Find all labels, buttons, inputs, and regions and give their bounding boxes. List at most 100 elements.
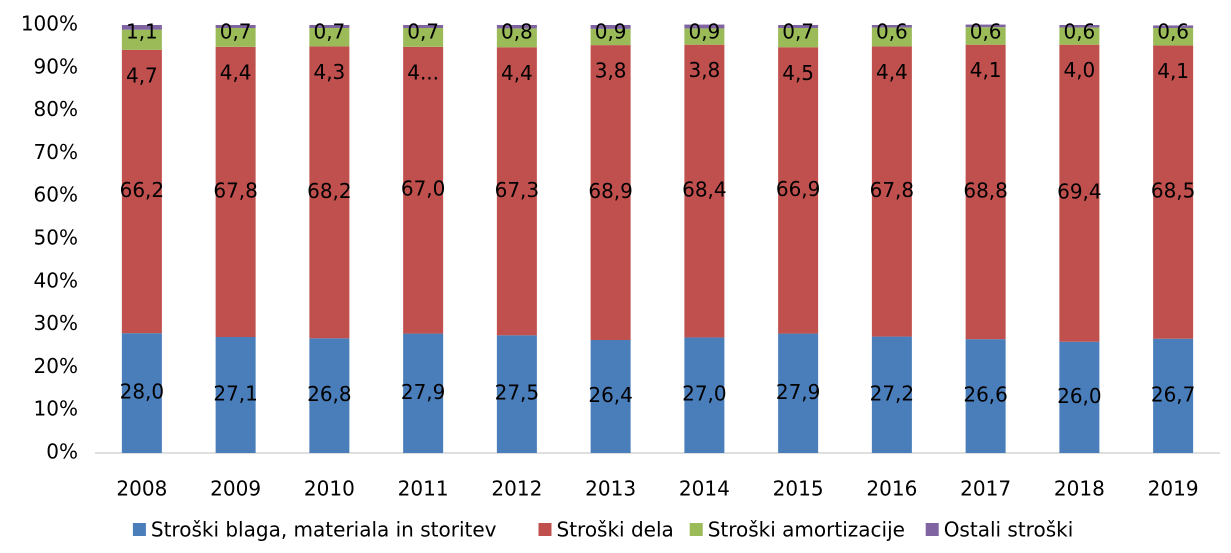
bar-segment [403,25,444,28]
bar-segment [965,44,1006,340]
bar-segment [1059,341,1100,453]
bar-segment [1153,338,1194,453]
y-tick-label: 20% [34,354,78,378]
data-label: 4,4 [501,61,533,85]
bar-segment [496,335,537,453]
x-tick-label: 2008 [116,477,167,501]
y-tick-label: 10% [34,397,78,421]
bar-segment [121,25,162,30]
x-tick-label: 2015 [773,477,824,501]
bar-segment [871,336,912,453]
y-tick-label: 60% [34,183,78,207]
y-tick-label: 80% [34,97,78,121]
y-tick-label: 0% [46,440,78,464]
bar-segment [1153,27,1194,46]
data-label: 67,3 [495,178,540,202]
data-label: 4,1 [1157,59,1189,83]
y-tick-label: 30% [34,311,78,335]
bar-segment [1153,45,1194,339]
bar-segment [121,29,162,50]
data-label: 4,4 [876,60,908,84]
data-label: 4,5 [782,61,814,85]
data-label: 68,8 [963,178,1008,202]
data-label: 4,0 [1063,58,1095,82]
bar-segment [496,28,537,48]
bar-segment [496,25,537,29]
x-tick-label: 2010 [304,477,355,501]
data-label: 27,9 [776,380,821,404]
data-label: 0,6 [1063,20,1095,44]
y-tick-label: 50% [34,226,78,250]
legend-swatch [689,523,703,536]
x-tick-label: 2011 [398,477,449,501]
data-label: 0,9 [595,20,627,44]
bar-segment [684,44,725,338]
bar-segment [403,333,444,453]
bar-segment [965,27,1006,45]
legend-label: Stroški blaga, materiala in storitev [151,518,497,542]
data-label: 27,2 [870,381,915,405]
bar-segment [871,46,912,337]
data-label: 0,7 [313,20,345,44]
bar-segment [1059,44,1100,342]
bar-segment [309,27,350,47]
data-label: 26,4 [588,383,633,407]
bar-segment [309,46,350,339]
legend-swatch [538,523,552,536]
bar-segment [215,46,256,338]
data-label: 0,6 [1157,20,1189,44]
x-tick-label: 2016 [866,477,917,501]
data-label: 68,5 [1151,179,1196,203]
bar-segment [121,333,162,453]
bar-segment [778,47,819,334]
y-tick-label: 70% [34,140,78,164]
bar-segment [778,27,819,48]
data-label: 28,0 [120,380,165,404]
bar-segment [403,46,444,334]
data-label: 3,8 [595,59,627,83]
bar-segment [965,339,1006,453]
bar-segment [684,28,725,45]
bar-segment [215,27,256,47]
legend-label: Stroški dela [557,518,674,542]
data-label: 27,5 [495,381,540,405]
bar-segment [684,24,725,29]
bar-segment [684,337,725,453]
x-tick-label: 2013 [585,477,636,501]
data-label: 26,7 [1151,382,1196,406]
bar-segment [1059,27,1100,45]
bar-segment [121,49,162,334]
data-label: 0,7 [782,20,814,44]
data-label: 0,9 [688,20,720,44]
x-tick-label: 2012 [491,477,542,501]
bar-segment [215,337,256,453]
data-label: 27,9 [401,380,446,404]
legend-swatch [132,523,146,536]
data-label: 0,6 [970,20,1002,44]
bar-segment [590,25,631,29]
data-label: 26,6 [963,383,1008,407]
data-label: 67,8 [870,178,915,202]
data-label: 0,7 [220,20,252,44]
bar-segment [871,25,912,28]
y-tick-label: 40% [34,268,78,292]
data-label: 67,0 [401,177,446,201]
data-label: 67,8 [213,178,258,202]
bar-segment [1153,25,1194,28]
data-label: 26,0 [1057,384,1102,408]
data-label: 68,4 [682,178,727,202]
x-tick-label: 2019 [1148,477,1199,501]
data-label: 0,8 [501,20,533,44]
data-label: 4... [407,60,439,84]
data-label: 26,8 [307,382,352,406]
data-label: 66,2 [120,178,165,202]
bar-segment [590,45,631,341]
data-label: 0,6 [876,20,908,44]
bar-segment [309,338,350,453]
legend-label: Stroški amortizacije [708,518,905,542]
bar-segment [403,27,444,47]
data-label: 3,8 [688,58,720,82]
data-label: 4,3 [313,60,345,84]
data-label: 68,9 [588,179,633,203]
